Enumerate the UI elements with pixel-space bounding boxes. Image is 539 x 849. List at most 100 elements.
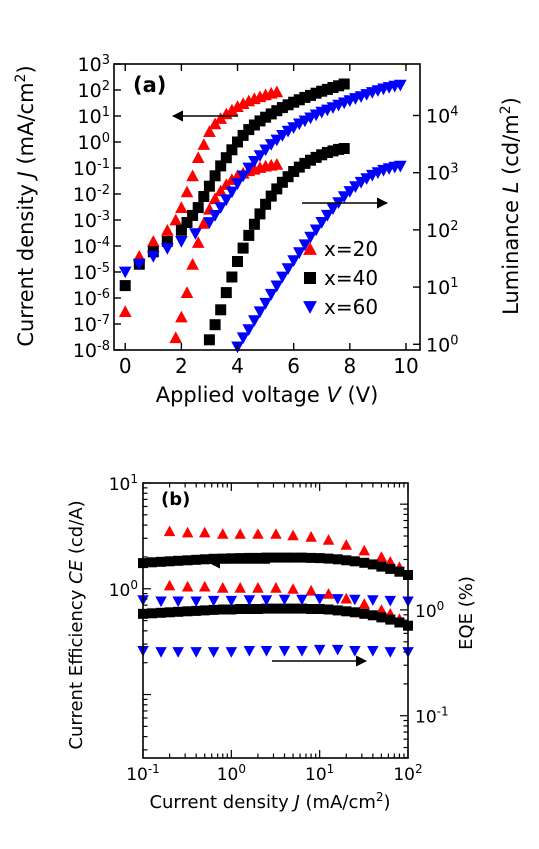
b-CE-point-1-16: [279, 552, 290, 563]
a-L-point-2-8: [276, 271, 289, 284]
a-L-point-0-1: [175, 310, 188, 323]
a-J-point-1-22: [276, 102, 288, 114]
a-ytick-left-label: 10-4: [73, 235, 110, 259]
a-J-point-0-9: [197, 138, 211, 150]
a-xtick-label: 8: [343, 354, 356, 378]
b-CE-point-2-12: [349, 594, 361, 606]
panel-b-xlabel: Current density J (mA/cm2): [149, 790, 390, 813]
b-CE-point-0-3: [217, 528, 229, 539]
a-J-point-0-15: [231, 100, 244, 112]
b-CE-point-2-6: [243, 595, 256, 606]
panel-b-label: (b): [161, 489, 190, 510]
b-EQE-point-2-1: [155, 647, 167, 658]
a-J-point-2-8: [214, 202, 227, 214]
a-J-point-0-3: [161, 224, 174, 236]
a-J-point-0-22: [270, 85, 284, 98]
a-J-point-2-40: [394, 79, 407, 92]
a-J-point-1-30: [321, 83, 333, 95]
b-CE-point-0-1: [181, 526, 194, 538]
a-J-point-1-9: [203, 180, 215, 192]
b-CE-point-1-29: [394, 566, 405, 577]
b-EQE-point-1-5: [182, 606, 193, 617]
b-EQE-point-1-23: [341, 606, 352, 617]
b-CE-point-1-7: [199, 554, 210, 565]
a-J-point-0-4: [169, 213, 183, 226]
b-EQE-point-1-20: [314, 604, 325, 614]
b-CE-point-1-24: [349, 556, 360, 567]
b-EQE-point-1-18: [296, 603, 307, 614]
a-L-point-1-21: [321, 147, 333, 158]
b-CE-point-2-2: [172, 596, 184, 608]
a-L-point-1-0: [203, 334, 215, 346]
a-J-point-1-23: [282, 99, 294, 111]
a-J-point-1-31: [327, 82, 339, 93]
a-ytick-left-label: 10-6: [73, 287, 110, 311]
a-ytick-left-label: 10-8: [73, 339, 110, 363]
a-L-point-2-3: [248, 315, 261, 327]
b-EQE-point-1-27: [376, 612, 387, 623]
b-CE-point-1-22: [332, 554, 343, 565]
a-J-point-1-5: [181, 217, 193, 228]
a-J-point-1-24: [288, 96, 300, 108]
a-L-point-1-20: [316, 149, 328, 161]
b-CE-point-1-1: [146, 557, 157, 568]
a-J-point-2-9: [220, 194, 233, 207]
b-EQE-point-2-10: [313, 644, 326, 656]
b-EQE-point-1-22: [332, 605, 343, 616]
a-L-point-2-15: [315, 217, 329, 229]
b-CE-point-2-4: [207, 595, 220, 607]
b-EQE-point-2-2: [172, 647, 184, 658]
b-CE-point-1-15: [271, 552, 281, 563]
a-J-point-2-0: [118, 266, 132, 279]
a-L-point-1-10: [260, 198, 272, 210]
a-J-point-2-2: [147, 251, 160, 263]
a-xtick-label: 10: [393, 354, 418, 378]
a-J-point-2-18: [270, 134, 284, 147]
b-CE-point-1-2: [156, 556, 166, 567]
a-ytick-left-label: 10-5: [73, 261, 110, 285]
a-J-point-2-12: [236, 170, 250, 183]
b-CE-point-1-3: [164, 556, 175, 567]
b-CE-point-1-26: [367, 559, 378, 570]
b-ytick-left-label: 100: [109, 578, 138, 601]
b-CE-point-1-10: [226, 553, 237, 564]
a-J-point-0-10: [203, 125, 216, 137]
a-L-point-2-11: [293, 247, 306, 259]
a-J-point-1-19: [260, 111, 272, 123]
a-L-point-1-6: [237, 242, 249, 254]
panel-b-data: [137, 525, 414, 658]
a-L-point-1-8: [248, 218, 260, 230]
b-CE-point-0-10: [340, 539, 352, 550]
a-L-point-2-17: [326, 203, 340, 215]
a-L-point-2-2: [242, 324, 256, 336]
b-EQE-point-2-11: [331, 644, 344, 656]
a-L-point-1-3: [220, 287, 232, 299]
a-J-point-1-20: [265, 108, 277, 120]
a-xtick-label: 6: [287, 354, 300, 378]
b-EQE-point-1-16: [279, 603, 290, 614]
b-CE-point-0-9: [322, 534, 335, 545]
a-J-point-1-3: [161, 235, 173, 247]
a-legend-label-1: x=40: [324, 266, 378, 290]
a-J-point-1-33: [338, 78, 350, 90]
a-J-point-1-29: [316, 85, 328, 97]
b-CE-point-1-17: [288, 552, 299, 563]
a-J-point-2-6: [203, 217, 216, 229]
panel-a-label: (a): [133, 73, 166, 97]
b-CE-point-1-9: [217, 553, 228, 564]
b-CE-point-2-10: [313, 594, 326, 605]
a-ytick-left-label: 10-7: [73, 313, 110, 337]
a-L-point-1-2: [215, 304, 227, 316]
a-J-point-2-16: [259, 144, 272, 157]
a-L-point-2-7: [270, 280, 284, 293]
b-EQE-point-2-9: [296, 646, 308, 657]
b-CE-point-2-1: [155, 596, 167, 608]
b-CE-point-1-14: [261, 552, 272, 563]
panel-a: 0 2 4 6 8 1010-810-710-610-510-410-310-210-11…: [13, 53, 523, 408]
b-EQE-point-1-29: [394, 617, 405, 628]
a-L-point-2-6: [264, 288, 278, 301]
b-EQE-point-1-1: [146, 608, 157, 619]
panel-b-ticks: 10-1 100 101 102 100 101 10-1 100: [109, 472, 449, 785]
b-CE-point-0-4: [234, 528, 246, 539]
b-CE-point-2-13: [367, 595, 379, 606]
